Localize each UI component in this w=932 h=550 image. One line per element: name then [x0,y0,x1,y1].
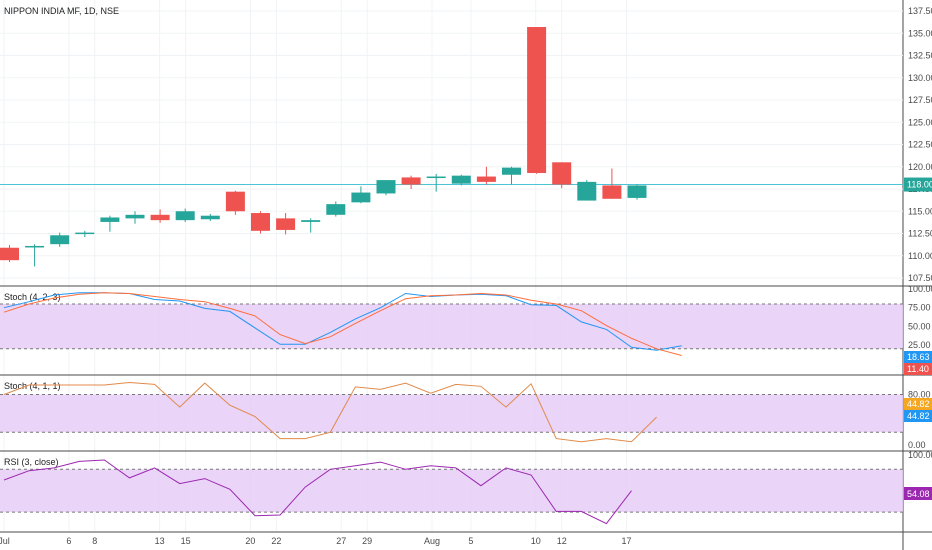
rsi-value-label: 54.08 [907,489,930,499]
candle-body [225,191,245,212]
indicator-line [3,292,682,356]
candle-body [627,185,647,198]
candle-body [351,192,371,203]
candle-body [602,185,622,199]
candle-body [476,176,496,182]
x-tick-label: Aug [424,536,440,546]
candle-body [502,167,521,175]
osc-tick-label: 25.00 [908,340,931,350]
last-price-label: 118.00 [907,180,932,190]
candle-body [276,218,296,230]
x-tick-label: 12 [557,536,567,546]
osc-tick-label: 80.00 [908,389,931,399]
candle-body [100,217,120,222]
x-tick-label: 6 [66,536,71,546]
osc-tick-label: 100.00 [908,450,932,460]
candle-body [426,176,446,179]
rsi-value-tag [904,487,932,500]
x-tick-label: 20 [245,536,255,546]
price-tick-label: 110.00 [908,251,932,261]
price-tick-label: 132.50 [908,51,932,61]
candle-body [50,235,70,245]
x-tick-label: 29 [362,536,372,546]
indicator-title: RSI (3, close) [4,457,59,467]
indicator-title: Stoch (4, 1, 1) [4,381,61,391]
candle-body [376,180,396,194]
candle-body [25,245,45,248]
x-tick-label: 27 [336,536,346,546]
candle-body [200,215,220,220]
osc-tick-label: 0.00 [908,440,926,450]
candle-body [401,177,421,185]
x-tick-label: 5 [468,536,473,546]
osc-tick-label: 50.00 [908,321,931,331]
stoch2-k-label: 44.82 [907,399,930,409]
candle-body [552,162,572,185]
indicator-title: Stoch (4, 2, 3) [4,292,61,302]
d-value-label: 11.40 [907,364,929,374]
price-tick-label: 107.50 [908,273,932,283]
price-tick-label: 130.00 [908,73,932,83]
indicator-line [3,459,632,525]
candle-body [75,232,95,235]
price-tick-label: 125.00 [908,117,932,127]
price-tick-label: 122.50 [908,140,932,150]
candle-body [251,213,270,231]
oscillator-band [0,469,903,513]
x-tick-label: 8 [92,536,97,546]
d-value-tag [904,363,932,375]
price-tick-label: 135.00 [908,28,932,38]
price-tick-label: 115.00 [908,206,932,216]
candle-body [0,247,19,261]
candle-body [175,211,195,221]
price-tick-label: 127.50 [908,95,932,105]
osc-tick-label: 100.00 [908,284,932,294]
candle-body [301,220,321,222]
stoch2-d-label: 44.82 [907,411,930,421]
stoch2-d-tag [904,410,932,422]
candle-body [150,214,170,221]
oscillator-band [0,394,903,433]
k-value-tag [904,351,932,363]
x-tick-label: 10 [531,536,541,546]
candle-body [577,181,597,201]
stoch2-k-tag [904,398,932,410]
oscillator-band [0,303,903,349]
osc-tick-label: 75.00 [908,303,931,313]
candle-body [326,204,346,215]
x-tick-label: 22 [271,536,281,546]
last-price-tag [904,177,932,192]
price-tick-label: 137.50 [908,6,932,16]
price-tick-label: 120.00 [908,162,932,172]
candle-body [125,214,145,219]
candle-body [451,175,471,184]
x-tick-label: 13 [155,536,165,546]
indicator-line [3,381,657,443]
x-tick-label: Jul [0,536,10,546]
chart-title: NIPPON INDIA MF, 1D, NSE [4,6,120,16]
candle-body [527,27,547,173]
price-tick-label: 112.50 [908,229,932,239]
x-tick-label: 17 [622,536,632,546]
x-tick-label: 15 [181,536,191,546]
k-value-label: 18.63 [907,352,930,362]
